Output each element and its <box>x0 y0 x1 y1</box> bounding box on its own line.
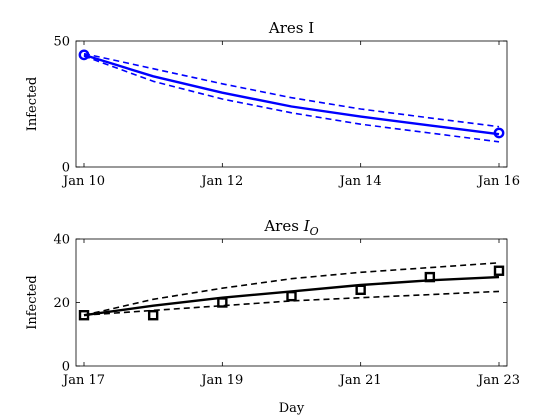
chart-title: Ares I <box>268 19 314 37</box>
y-tick-label: 0 <box>62 360 70 375</box>
x-tick-label: Jan 17 <box>61 373 105 388</box>
x-tick-label: Jan 21 <box>338 373 382 388</box>
plot-frame <box>75 238 508 367</box>
x-tick-label: Jan 14 <box>338 174 382 189</box>
observed-point <box>493 265 505 276</box>
y-tick-label: 0 <box>62 161 70 176</box>
observed-point <box>147 310 159 321</box>
y-tick-label: 20 <box>53 296 70 311</box>
observed-point <box>355 284 366 295</box>
chart-title: Ares IO <box>263 217 318 238</box>
observed-point <box>424 271 436 283</box>
observed-point <box>217 297 228 308</box>
observed-point <box>78 310 90 321</box>
observed-point <box>78 49 90 61</box>
panel-ares-i: 0 50 Jan 10 Jan 12 Jan 14 Jan 16 Ares I Infecte… <box>25 19 520 189</box>
y-tick-label: 50 <box>53 35 70 50</box>
x-tick-label: Jan 16 <box>476 174 520 189</box>
y-tick-label: 40 <box>53 233 70 248</box>
observed-point <box>286 290 297 302</box>
y-axis-label: Infected <box>25 77 40 132</box>
observed-point <box>493 127 505 139</box>
plot-frame <box>75 40 508 168</box>
upper-bound-line <box>83 262 500 316</box>
fit-line <box>83 53 500 136</box>
x-tick-label: Jan 12 <box>199 174 243 189</box>
x-tick-label: Jan 19 <box>199 373 243 388</box>
panel-ares-io: 0 20 40 Jan 17 Jan 19 Jan 21 Jan 23 Ares IO Infe… <box>25 217 520 416</box>
y-axis-label: Infected <box>25 275 40 330</box>
upper-bound-line <box>83 52 500 128</box>
x-tick-label: Jan 10 <box>61 174 105 189</box>
x-tick-label: Jan 23 <box>476 373 520 388</box>
lower-bound-line <box>83 55 500 143</box>
x-axis-label: Day <box>279 401 305 416</box>
